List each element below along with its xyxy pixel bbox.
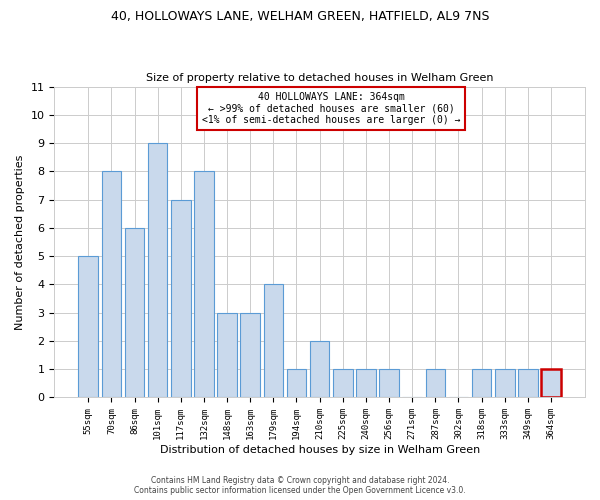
Bar [287,369,307,398]
Text: 40, HOLLOWAYS LANE, WELHAM GREEN, HATFIELD, AL9 7NS: 40, HOLLOWAYS LANE, WELHAM GREEN, HATFIE… [111,10,489,23]
Bar [217,312,237,398]
Bar [379,369,399,398]
Bar [356,369,376,398]
Text: 40 HOLLOWAYS LANE: 364sqm
← >99% of detached houses are smaller (60)
<1% of semi: 40 HOLLOWAYS LANE: 364sqm ← >99% of deta… [202,92,460,126]
Bar [148,143,167,398]
Bar [125,228,145,398]
Bar [79,256,98,398]
Bar [333,369,353,398]
Bar [101,172,121,398]
Bar [171,200,191,398]
Text: Contains HM Land Registry data © Crown copyright and database right 2024.
Contai: Contains HM Land Registry data © Crown c… [134,476,466,495]
Bar [425,369,445,398]
Bar [518,369,538,398]
Bar [194,172,214,398]
X-axis label: Distribution of detached houses by size in Welham Green: Distribution of detached houses by size … [160,445,480,455]
Bar [541,369,561,398]
Bar [263,284,283,398]
Bar [472,369,491,398]
Bar [241,312,260,398]
Title: Size of property relative to detached houses in Welham Green: Size of property relative to detached ho… [146,73,493,83]
Y-axis label: Number of detached properties: Number of detached properties [15,154,25,330]
Bar [310,341,329,398]
Bar [495,369,515,398]
